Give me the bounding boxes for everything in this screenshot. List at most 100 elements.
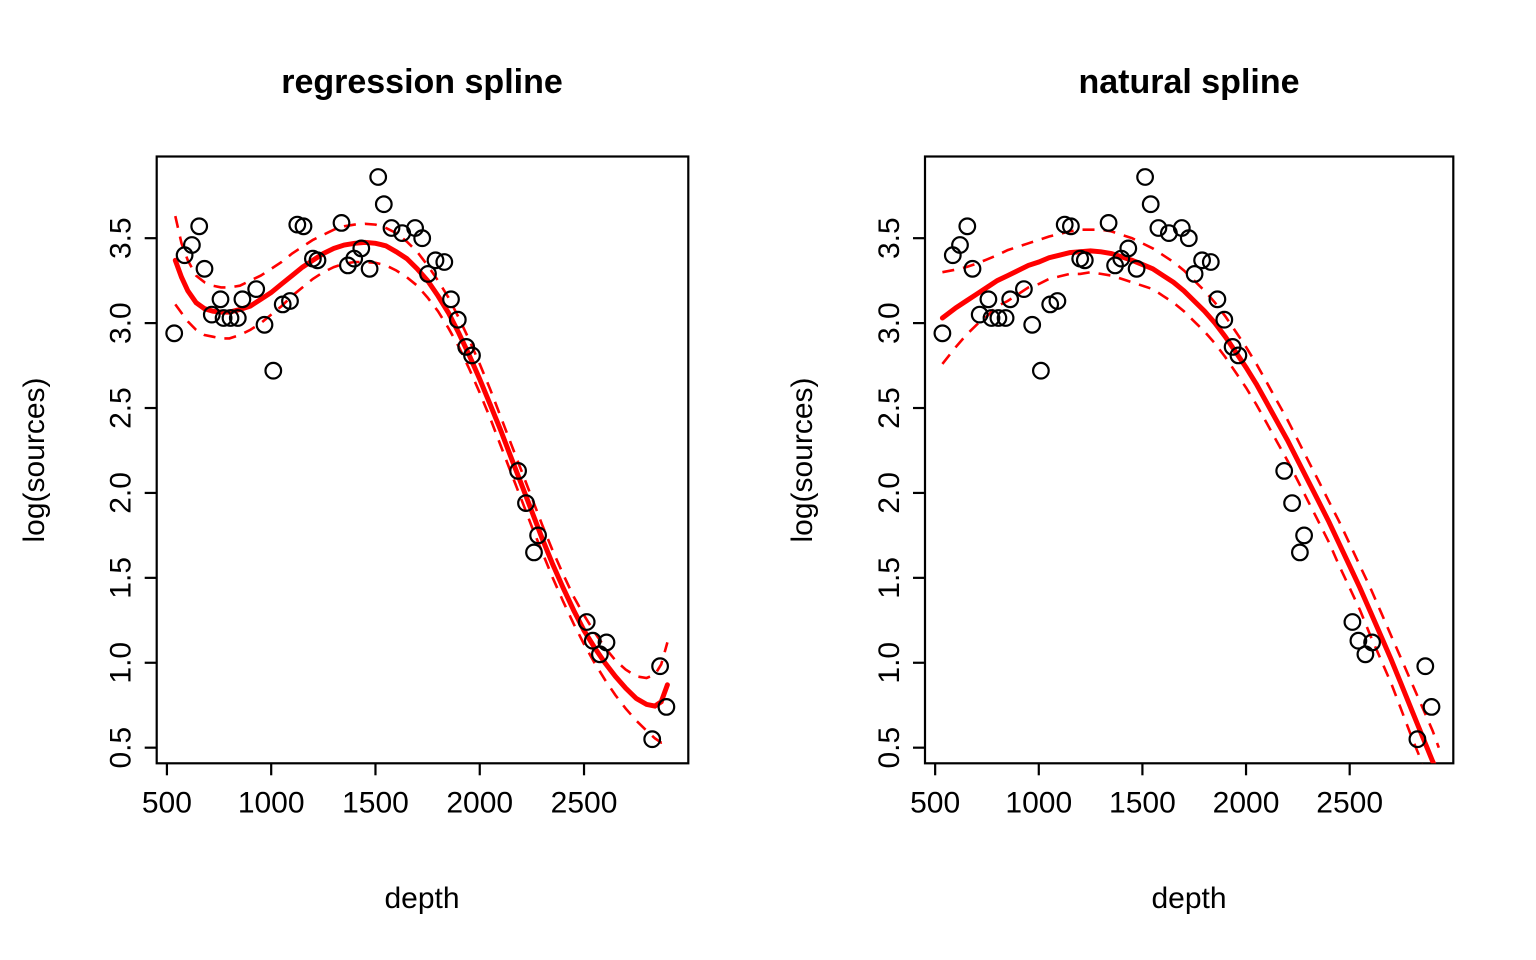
data-point — [970, 305, 989, 324]
data-point — [1295, 526, 1313, 545]
data-point — [382, 219, 401, 237]
data-point — [1127, 259, 1146, 278]
data-point — [294, 217, 313, 236]
panel-1: 500 1000 1500 2000 2500 0.5 1.0 1.5 2.0 2.5 3.0 3.5 — [105, 155, 690, 819]
data-point — [360, 259, 379, 278]
x-tick-label: 1000 — [1005, 786, 1072, 819]
x-tick-label: 500 — [142, 786, 192, 819]
data-point — [426, 251, 445, 270]
data-point — [221, 309, 240, 327]
data-point — [1185, 265, 1204, 283]
data-point — [264, 361, 283, 380]
data-point — [1363, 633, 1381, 652]
data-point — [202, 305, 221, 324]
confidence-band-upper — [942, 228, 1441, 749]
data-point — [1275, 462, 1294, 480]
data-point — [1031, 361, 1050, 380]
y-tick-label: 3.5 — [873, 217, 906, 259]
y-tick-label: 3.5 — [105, 217, 138, 259]
y-tick-label: 2.5 — [873, 387, 906, 429]
data-point — [577, 613, 596, 631]
data-point — [982, 309, 1001, 327]
data-point — [1075, 251, 1094, 270]
data-point — [1343, 613, 1362, 631]
data-point — [958, 217, 977, 236]
data-point — [583, 631, 602, 650]
data-point — [214, 309, 233, 327]
data-point — [374, 195, 393, 214]
confidence-band-upper — [174, 215, 669, 680]
data-point — [435, 253, 454, 271]
data-point — [525, 543, 543, 562]
fitted-spline-line — [939, 248, 1437, 764]
data-point — [1099, 213, 1118, 232]
y-tick-label: 3.0 — [105, 302, 138, 344]
scatter-points — [165, 168, 676, 749]
data-point — [979, 290, 998, 309]
data-point — [448, 310, 467, 329]
data-point — [1229, 346, 1248, 365]
fitted-spline-line — [172, 239, 670, 709]
data-point — [1061, 217, 1080, 236]
confidence-band-lower — [941, 270, 1424, 764]
x-tick-label: 1500 — [1109, 786, 1176, 819]
data-point — [1408, 730, 1427, 749]
data-point — [1416, 657, 1435, 676]
data-point — [1149, 219, 1168, 237]
x-tick-label: 2500 — [1316, 786, 1383, 819]
x-tick-label: 1500 — [342, 786, 409, 819]
data-point — [332, 213, 351, 232]
data-point — [1001, 290, 1020, 309]
data-point — [442, 290, 460, 309]
panel-1-title: regression spline — [281, 63, 563, 101]
data-point — [419, 265, 437, 283]
data-point — [989, 309, 1008, 327]
y-tick-label: 1.5 — [105, 557, 138, 599]
data-point — [963, 259, 982, 278]
data-point — [255, 315, 274, 334]
data-point — [463, 346, 481, 365]
x-tick-label: 2500 — [551, 786, 618, 819]
data-point — [1136, 168, 1154, 186]
data-point — [1193, 251, 1211, 270]
y-tick-label: 1.0 — [873, 642, 906, 684]
plot-box — [155, 155, 690, 765]
data-point — [1048, 292, 1067, 310]
y-tick-label: 2.5 — [105, 387, 138, 429]
data-point — [413, 229, 432, 248]
x-tick-label: 2000 — [446, 786, 513, 819]
data-point — [643, 730, 662, 749]
panel-2-title: natural spline — [1078, 63, 1299, 101]
data-point — [233, 290, 252, 309]
data-point — [1015, 280, 1033, 299]
y-tick-label: 1.5 — [873, 557, 906, 599]
x-tick-label: 500 — [910, 786, 960, 819]
data-point — [517, 494, 535, 513]
data-point — [281, 292, 299, 310]
data-point — [1356, 645, 1375, 664]
plot-box — [923, 155, 1455, 765]
x-tick-label: 1000 — [238, 786, 305, 819]
data-point — [1290, 543, 1309, 562]
data-point — [1141, 195, 1160, 214]
y-tick-label: 2.0 — [105, 472, 138, 514]
data-point — [247, 280, 266, 299]
data-point — [1208, 290, 1227, 309]
y-tick-label: 0.5 — [105, 727, 138, 769]
scatter-points — [933, 168, 1441, 749]
data-point — [1215, 310, 1234, 329]
data-point — [1201, 253, 1220, 271]
data-point — [933, 324, 952, 343]
data-point — [657, 698, 676, 716]
data-point — [352, 239, 371, 258]
y-tick-label: 0.5 — [873, 727, 906, 769]
data-point — [228, 309, 247, 327]
y-tick-label: 1.0 — [105, 642, 138, 684]
data-point — [951, 236, 969, 254]
data-point — [509, 462, 527, 480]
data-point — [165, 324, 184, 343]
y-tick-label: 2.0 — [873, 472, 906, 514]
data-point — [190, 217, 209, 236]
data-point — [1023, 315, 1042, 334]
